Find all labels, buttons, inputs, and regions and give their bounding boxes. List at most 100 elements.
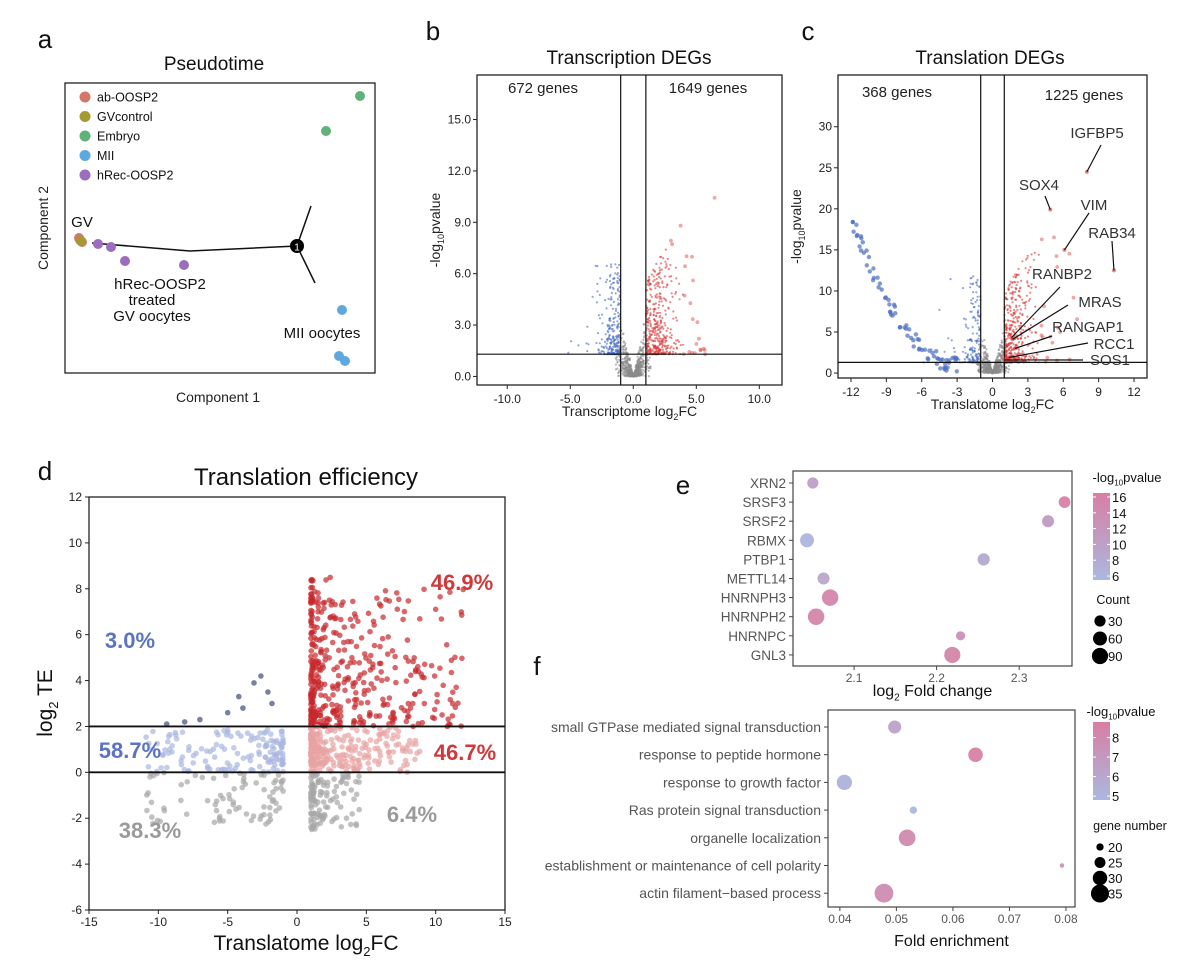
down-point [270,738,277,745]
gene-point [851,229,856,234]
gene-point [683,264,687,269]
gene-point [888,312,894,317]
up-te-point [330,709,337,715]
gene-point [1011,296,1014,299]
gene-point [567,351,570,354]
up-te-point [334,664,341,670]
gene-point [605,342,608,345]
gene-point [969,353,973,356]
gene-point [677,340,681,343]
y-tick-label: 4 [75,674,82,688]
gene-point [602,351,606,354]
gene-point [681,293,685,296]
down-te-point [265,689,271,695]
gene-point [997,352,1000,355]
up-te-point [392,664,399,671]
plot-frame [827,709,1076,908]
gene-point [666,346,669,350]
gene-point [617,325,620,328]
gene-point [963,358,966,361]
gene-label: SOS1 [1090,352,1130,369]
down-point [234,761,240,768]
gene-point [652,313,655,316]
gene-point [653,333,656,337]
gene-label: RANGAP1 [1052,319,1124,336]
y-tick-label: 25 [819,161,833,175]
gene-point [616,289,620,292]
x-tick-label: -6 [916,385,927,399]
gene-point [1000,356,1003,359]
gene-point [658,324,661,327]
down-point [185,768,191,775]
gene-point [670,336,673,340]
gene-point [661,344,664,347]
gene-point [995,358,998,361]
up-point [414,750,420,756]
up-te-point [434,699,440,705]
gene-point [978,329,981,332]
gene-point [618,369,621,372]
up-te-point [438,616,445,622]
gene-point [604,345,607,348]
gene-point [1039,323,1044,328]
down-te-point [197,716,203,723]
gene-point [850,219,855,225]
gene-point [649,322,652,325]
gene-point [596,332,600,335]
gene-point [1005,304,1009,307]
down-low-te-point [199,774,206,781]
gene-point [1009,309,1012,312]
gene-point [653,331,656,334]
gene-point [976,278,979,282]
up-te-point [317,712,324,719]
up-te-point [376,601,383,607]
gene-point [1000,351,1003,354]
up-low-te-point [320,782,327,788]
gene-point [636,355,639,358]
gene-point [976,322,979,325]
gene-point [1019,322,1023,325]
gene-point [1021,313,1024,317]
category-label: XRN2 [750,476,786,491]
enrichment-dot [836,774,853,791]
gene-point [653,326,656,329]
gene-point [998,367,1002,370]
down-point [279,728,285,735]
gene-point [1007,311,1010,314]
gene-point [678,298,681,301]
panel-letter: e [676,470,690,500]
down-low-te-point [230,801,236,808]
down-low-te-point [144,807,150,814]
category-label: establishment or maintenance of cell pol… [545,858,821,874]
gene-point [1032,357,1035,360]
gene-point [662,350,665,353]
up-point [308,735,314,741]
gene-point [606,323,609,327]
down-point [165,738,171,745]
cell-point [93,239,103,249]
down-low-te-point [226,808,233,815]
cell-point [106,242,116,252]
gene-point [996,370,999,373]
up-point [325,753,331,759]
up-te-point [365,610,372,617]
gene-point [605,338,609,341]
gene-point [638,361,642,364]
gene-point [674,316,678,319]
gene-point [648,319,652,323]
gene-point [1050,340,1055,345]
gene-label: RAB34 [1088,225,1136,242]
gene-point [961,350,965,353]
up-low-te-point [338,779,344,786]
down-low-te-point [217,792,224,799]
up-te-point [311,635,318,641]
up-point [352,747,359,753]
gene-point [964,351,967,355]
down-low-te-point [210,775,217,782]
gene-point [974,300,977,304]
gene-point [638,363,641,366]
gene-point [974,319,977,322]
up-te-point [453,684,460,691]
down-point [221,728,227,734]
gene-point [1016,281,1019,284]
